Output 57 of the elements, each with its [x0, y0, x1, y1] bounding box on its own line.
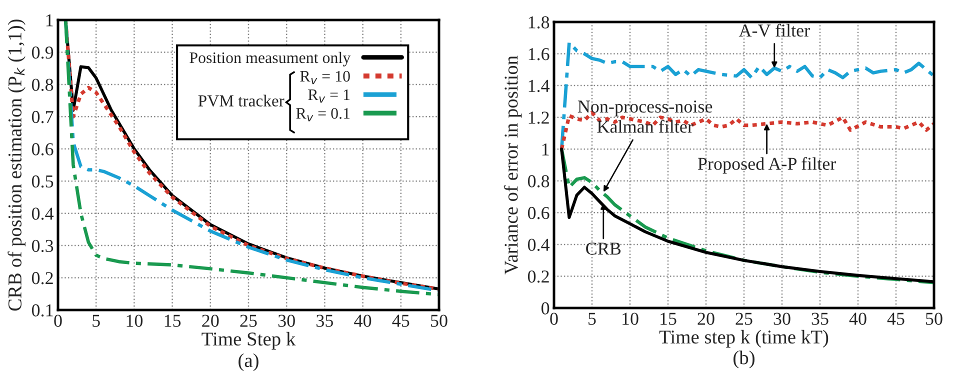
x-tick-label: 50: [431, 314, 448, 327]
y-tick-label: 1.8: [528, 16, 550, 29]
x-tick-label: 40: [849, 312, 866, 325]
y-tick-label: 1: [542, 143, 549, 156]
y-tick-label: 0.8: [32, 78, 54, 91]
annotation: Non-process-noise Kalman filter: [578, 100, 712, 133]
x-tick-label: 35: [316, 314, 334, 327]
x-tick-label: 50: [926, 312, 942, 325]
x-axis-title: Time Step k: [202, 332, 296, 350]
y-tick-label: 1.2: [528, 112, 549, 124]
y-tick-label: 0.3: [32, 240, 54, 252]
x-tick-label: 40: [354, 314, 372, 327]
y-tick-label: 0.9: [32, 46, 54, 59]
y-tick-label: 0.2: [528, 270, 549, 283]
x-tick-label: 0: [54, 314, 62, 327]
y-tick-label: 1: [46, 14, 53, 26]
y-tick-label: 0.6: [528, 206, 550, 220]
x-tick-label: 25: [240, 314, 257, 327]
legend-label: Position measument only: [190, 52, 351, 66]
x-tick-label: 30: [278, 314, 295, 327]
x-tick-label: 15: [164, 314, 181, 327]
annotation: A-V filter: [738, 24, 810, 37]
y-tick-label: 0: [541, 302, 550, 314]
text: (b): [734, 350, 754, 368]
x-axis-title: Time step k (time kT): [659, 330, 828, 348]
x-tick-label: 35: [812, 312, 828, 325]
x-tick-label: 15: [660, 312, 676, 325]
y-tick-label: 0.8: [528, 175, 550, 188]
y-tick-label: 0.1: [32, 304, 53, 317]
x-tick-label: 45: [887, 312, 904, 325]
x-tick-label: 0: [550, 312, 558, 325]
annotation: PVM tracker: [198, 94, 284, 107]
x-tick-label: 10: [126, 314, 143, 327]
x-tick-label: 25: [736, 312, 752, 325]
y-tick-label: 0.4: [32, 208, 54, 220]
y-tick-label: 1.6: [528, 48, 550, 60]
x-tick-label: 20: [202, 314, 219, 327]
y-axis-title: Variance of error in position: [504, 56, 522, 274]
y-tick-label: 1.4: [528, 80, 550, 92]
y-tick-label: 0.4: [528, 238, 550, 251]
x-tick-label: 45: [392, 314, 410, 327]
x-tick-label: 10: [622, 312, 638, 325]
annotation: Proposed A-P filter: [698, 157, 836, 174]
x-tick-label: 20: [698, 312, 714, 325]
x-tick-label: 5: [588, 312, 596, 325]
x-tick-label: 5: [92, 314, 100, 327]
y-axis-title: CRB of position estimation (P$_{k}$ (1,1)): [8, 20, 26, 311]
y-tick-label: 0.5: [32, 175, 54, 188]
annotation: CRB: [586, 242, 621, 255]
y-tick-label: 0.6: [32, 143, 54, 156]
legend-label: R$_{v}$ = 0.1: [296, 108, 350, 122]
x-tick-label: 30: [774, 312, 790, 325]
y-tick-label: 0.7: [32, 110, 54, 124]
y-tick-label: 0.2: [32, 272, 53, 284]
legend-label: R$_{v}$ = 1: [308, 89, 350, 103]
legend-label: R$_{v}$ = 10: [300, 70, 350, 84]
text: (a): [238, 353, 258, 372]
